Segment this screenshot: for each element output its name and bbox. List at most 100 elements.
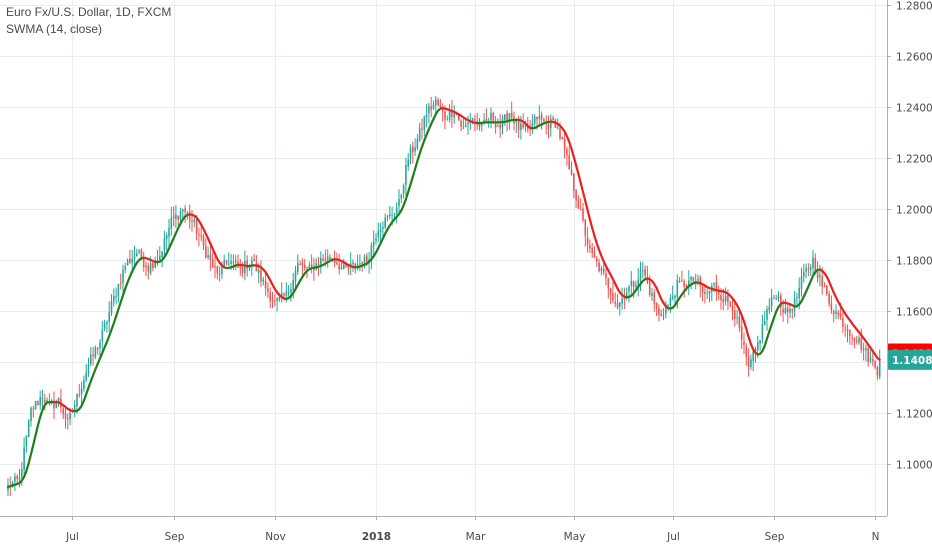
swma-segment bbox=[793, 268, 822, 308]
x-tick-label: Nov bbox=[265, 531, 286, 543]
candle-body bbox=[292, 280, 294, 290]
swma-segment bbox=[285, 258, 336, 301]
candle-body bbox=[188, 211, 191, 221]
candle-body bbox=[299, 263, 301, 265]
indicator-label[interactable]: SWMA (14, close) bbox=[6, 22, 103, 36]
candle-body bbox=[692, 277, 695, 283]
candle-body bbox=[768, 306, 771, 311]
candle-body bbox=[34, 400, 37, 410]
candle-body bbox=[179, 210, 182, 219]
candle-body bbox=[582, 208, 584, 221]
candle-body bbox=[596, 257, 598, 262]
candle-body bbox=[789, 309, 791, 313]
candle-body bbox=[540, 114, 543, 120]
candle-body bbox=[876, 367, 879, 376]
price-axis[interactable]: 1.100001.120001.140001.160001.180001.200… bbox=[887, 0, 932, 516]
candle-body bbox=[717, 290, 720, 295]
candle-body bbox=[605, 273, 607, 278]
candle-body bbox=[809, 267, 812, 270]
candle-body bbox=[290, 289, 292, 293]
candle-body bbox=[76, 394, 78, 407]
candle-body bbox=[386, 216, 389, 218]
candle-body bbox=[46, 400, 48, 402]
candle-body bbox=[494, 122, 497, 128]
candle-body bbox=[812, 257, 814, 268]
x-tick-label: Sep bbox=[765, 531, 785, 543]
candle-body bbox=[119, 283, 122, 285]
candle-body bbox=[310, 264, 313, 267]
candle-body bbox=[510, 112, 513, 118]
candle-body bbox=[186, 212, 189, 214]
symbol-title[interactable]: Euro Fx/U.S. Dollar, 1D, FXCM bbox=[6, 5, 172, 19]
candle-body bbox=[283, 294, 285, 297]
candle-body bbox=[55, 402, 58, 408]
candle-body bbox=[432, 104, 435, 109]
candle-body bbox=[508, 113, 511, 123]
candle-body bbox=[414, 147, 416, 152]
candle-body bbox=[669, 297, 672, 306]
candle-body bbox=[464, 125, 467, 128]
candle-body bbox=[570, 170, 573, 174]
candle-body bbox=[839, 313, 842, 317]
candle-body bbox=[193, 219, 196, 223]
candle-body bbox=[556, 127, 559, 129]
candle-body bbox=[727, 294, 729, 303]
candle-body bbox=[90, 354, 92, 365]
x-tick-label: Sep bbox=[165, 531, 185, 543]
candle-body bbox=[674, 295, 676, 298]
candle-body bbox=[745, 346, 748, 357]
candle-body bbox=[644, 269, 646, 276]
candle-body bbox=[805, 268, 807, 272]
candle-body bbox=[499, 124, 501, 129]
swma-segment bbox=[333, 258, 357, 269]
candle-body bbox=[287, 291, 290, 294]
candle-body bbox=[835, 311, 837, 314]
y-tick-label: 1.12000 bbox=[896, 409, 932, 421]
time-axis[interactable]: Jul Sep Nov 2018 Mar May Jul Sep N bbox=[0, 516, 887, 543]
candle-body bbox=[423, 116, 426, 130]
candle-body bbox=[232, 262, 235, 264]
candle-body bbox=[458, 114, 460, 121]
candle-body bbox=[239, 266, 242, 268]
candle-body bbox=[73, 404, 76, 412]
candle-body bbox=[642, 270, 644, 272]
candle-body bbox=[195, 219, 198, 234]
candle-body bbox=[191, 220, 193, 222]
candle-body bbox=[83, 379, 85, 389]
candle-body bbox=[85, 372, 87, 381]
candle-body bbox=[648, 281, 651, 296]
candle-body bbox=[317, 263, 320, 266]
y-tick-label: 1.16000 bbox=[896, 307, 932, 319]
candle-body bbox=[646, 276, 649, 283]
candle-body bbox=[435, 99, 437, 106]
candle-body bbox=[400, 194, 403, 199]
candle-body bbox=[775, 298, 777, 300]
swma-segment bbox=[818, 268, 881, 361]
candle-body bbox=[821, 276, 823, 287]
candle-body bbox=[566, 149, 568, 156]
candle-body bbox=[651, 293, 653, 296]
candle-body bbox=[697, 278, 699, 281]
candle-body bbox=[329, 256, 331, 260]
candle-body bbox=[163, 238, 166, 251]
candle-body bbox=[294, 270, 297, 282]
candle-body bbox=[117, 283, 120, 297]
candle-body bbox=[389, 214, 391, 216]
candle-body bbox=[492, 112, 495, 123]
candle-body bbox=[660, 313, 662, 316]
candle-body bbox=[338, 264, 340, 270]
candle-body bbox=[96, 347, 99, 350]
candle-body bbox=[621, 298, 623, 304]
candle-body bbox=[483, 119, 485, 122]
candle-body bbox=[586, 237, 589, 245]
candle-body bbox=[428, 105, 430, 114]
candle-body bbox=[425, 114, 428, 117]
candle-body bbox=[798, 287, 800, 299]
candle-body bbox=[671, 296, 674, 299]
candle-body bbox=[202, 235, 205, 246]
candle-body bbox=[172, 216, 175, 218]
candle-body bbox=[39, 397, 41, 406]
candle-body bbox=[285, 291, 288, 296]
candle-body bbox=[379, 229, 382, 233]
